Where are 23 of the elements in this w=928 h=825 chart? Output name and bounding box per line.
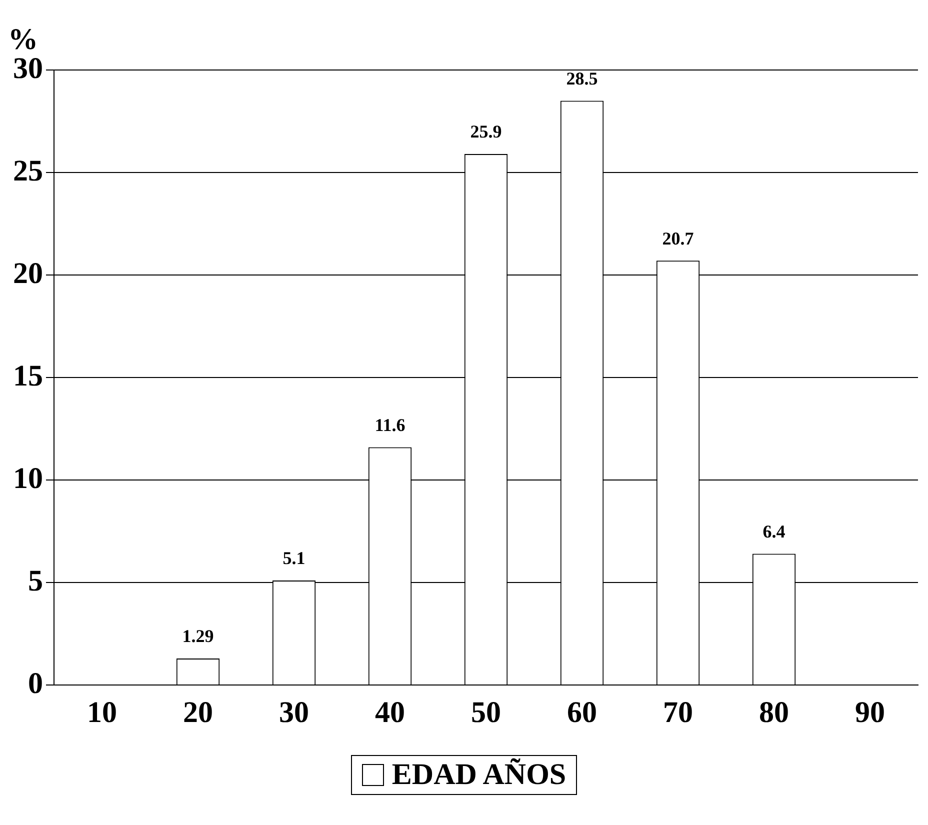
x-tick-label: 90 <box>855 696 885 729</box>
data-label: 20.7 <box>662 228 694 248</box>
x-tick-label: 40 <box>375 696 405 729</box>
y-tick-label: 15 <box>13 359 43 392</box>
data-label: 5.1 <box>282 548 306 568</box>
data-label: 25.9 <box>470 122 502 142</box>
data-label: 1.29 <box>182 626 214 646</box>
y-tick-label: 10 <box>13 462 43 495</box>
x-tick-label: 50 <box>471 696 501 729</box>
x-tick-label: 80 <box>759 696 789 729</box>
x-tick-label: 70 <box>663 696 693 729</box>
y-tick-label: 0 <box>28 666 43 700</box>
x-tick-label: 60 <box>567 696 597 729</box>
data-label: 11.6 <box>374 414 406 435</box>
data-label: 28.5 <box>566 68 598 88</box>
x-tick-label: 30 <box>279 696 309 729</box>
y-tick-label: 25 <box>13 154 43 188</box>
y-tick-label: 20 <box>13 256 43 290</box>
y-tick-label: 5 <box>28 564 43 598</box>
data-label: 6.4 <box>762 521 786 542</box>
text: EDAD AÑOS <box>392 758 566 792</box>
x-tick-label: 20 <box>183 696 213 729</box>
x-tick-label: 10 <box>87 696 117 729</box>
